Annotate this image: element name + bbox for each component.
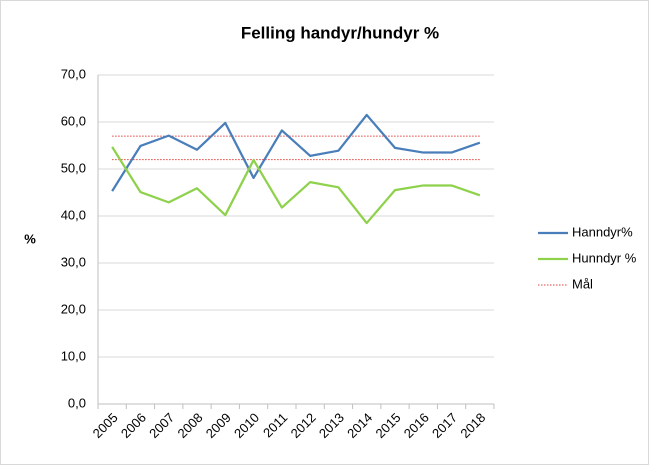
- y-tick-label: 30,0: [61, 254, 86, 269]
- y-tick-label: 40,0: [61, 207, 86, 222]
- y-tick-label: 20,0: [61, 301, 86, 316]
- y-tick-label: 0,0: [68, 395, 86, 410]
- series-line: [111, 113, 481, 192]
- y-tick-label: 60,0: [61, 113, 86, 128]
- legend-label: Hunndyr %: [572, 250, 637, 265]
- y-axis-label: %: [24, 231, 36, 246]
- y-tick-label: 50,0: [61, 160, 86, 175]
- chart-title: Felling handyr/hundyr %: [241, 23, 439, 42]
- legend-label: Hanndyr%: [572, 224, 633, 239]
- y-tick-label: 10,0: [61, 348, 86, 363]
- series-line: [111, 146, 481, 225]
- legend-label: Mål: [572, 276, 593, 291]
- y-tick-label: 70,0: [61, 66, 86, 81]
